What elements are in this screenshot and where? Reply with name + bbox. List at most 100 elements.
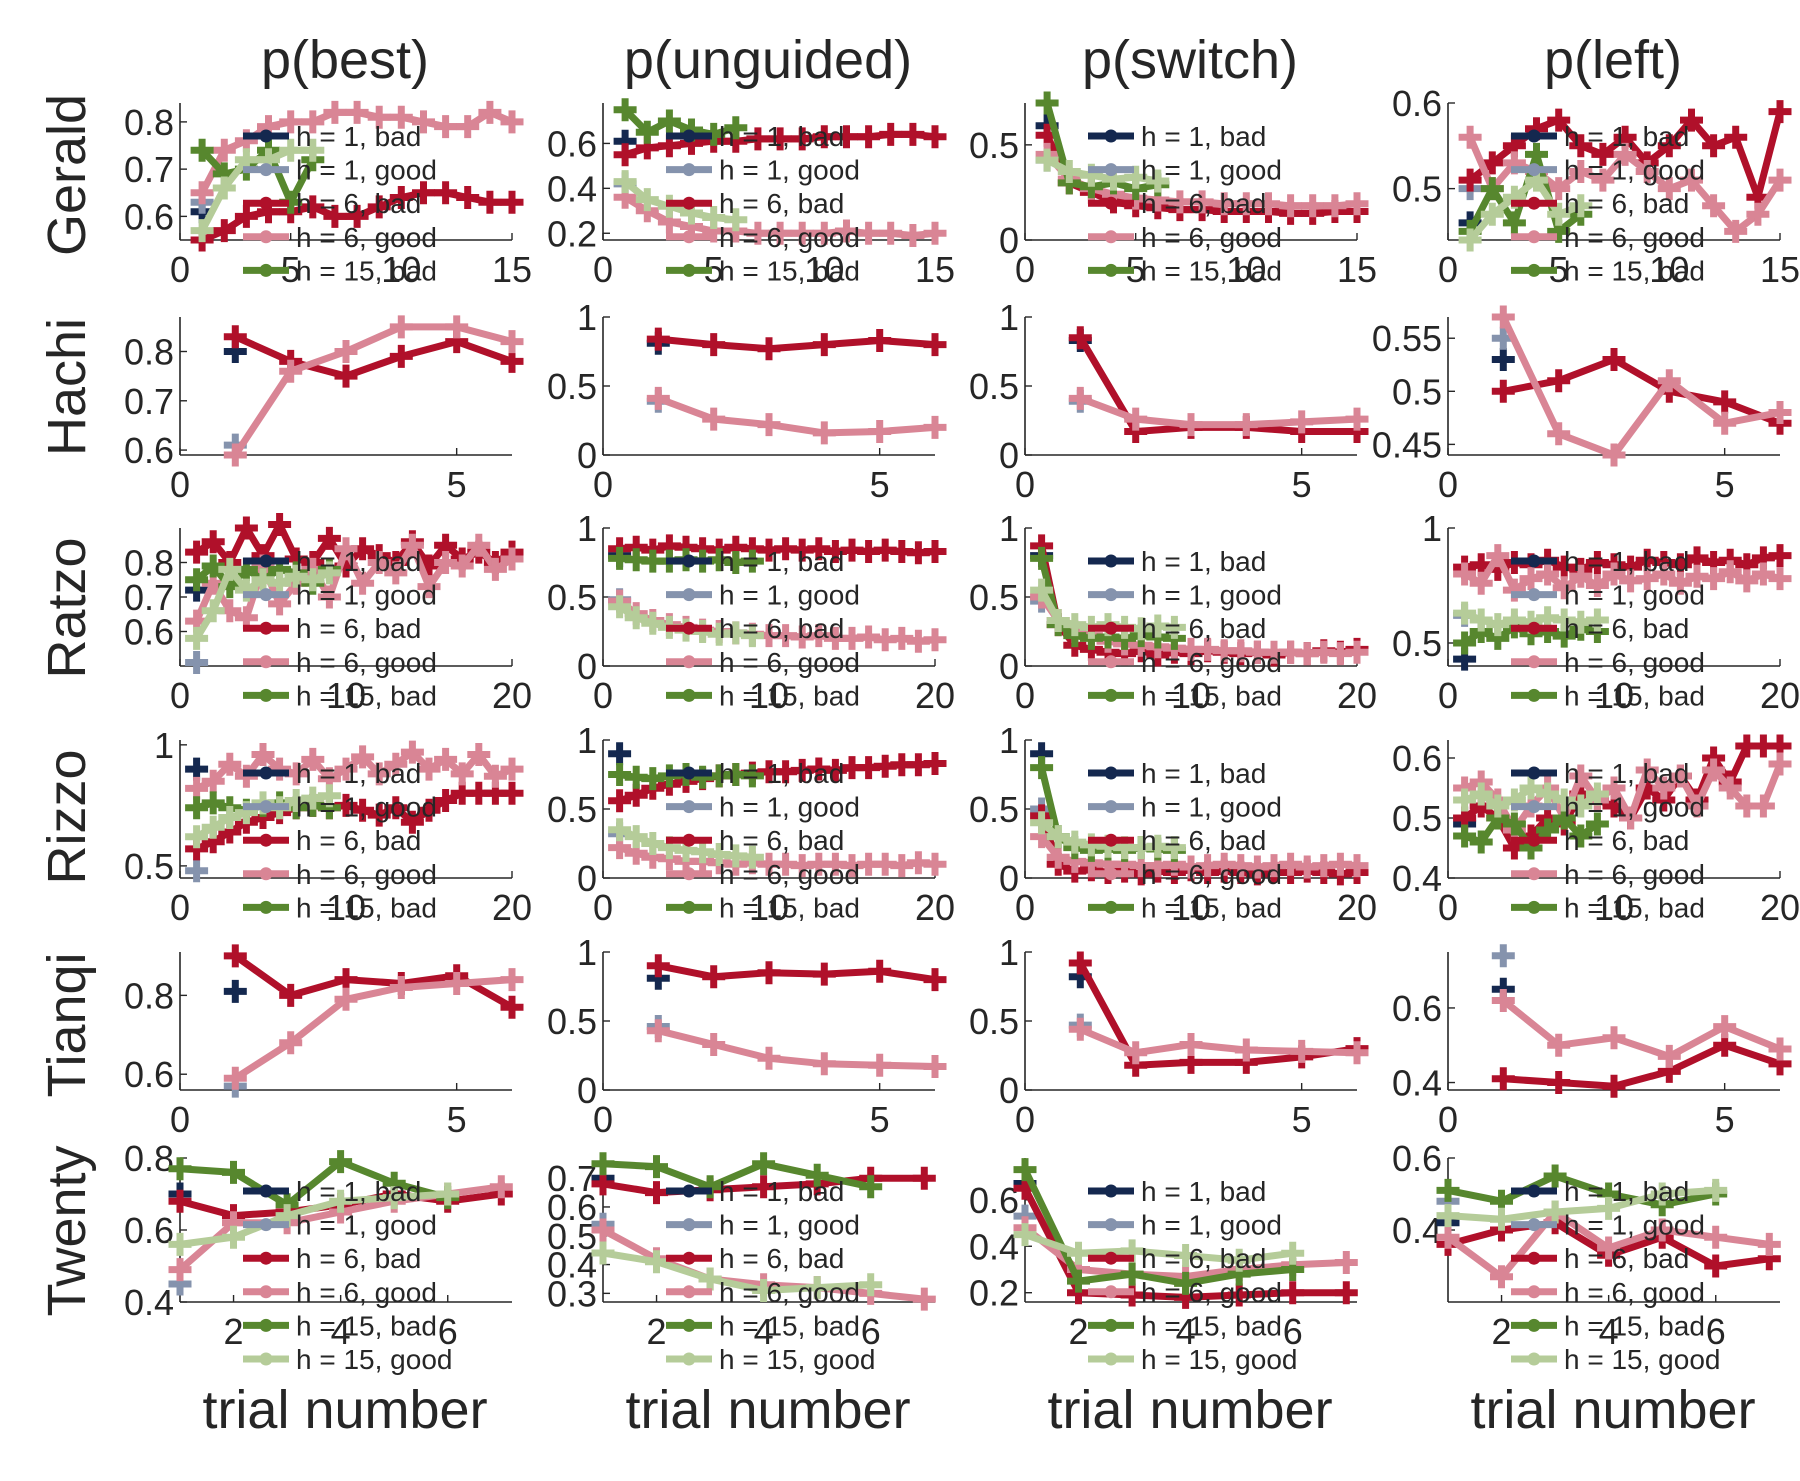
legend-label: h = 1, good <box>719 1210 860 1241</box>
data-point-h15-bad <box>1547 219 1571 243</box>
x-axis-labels: trial number trial number trial number t… <box>202 1380 1755 1440</box>
data-point-h6-bad <box>790 127 814 151</box>
x-tick-label: 5 <box>1715 464 1735 505</box>
data-point-h6-good <box>450 554 474 578</box>
legend-label: h = 6, bad <box>719 188 844 219</box>
data-point-h6-bad <box>646 954 670 978</box>
data-point-h6-good <box>1680 168 1703 192</box>
legend-label: h = 1, good <box>1564 580 1705 611</box>
subplot: 0 0.5 1 0 5 <box>547 297 947 505</box>
data-point-h6-bad <box>500 781 524 805</box>
x-tick-label: 0 <box>1438 1099 1458 1140</box>
y-tick-label: 0.5 <box>547 1001 597 1042</box>
legend-marker <box>682 1352 696 1366</box>
data-point-h6-good <box>450 762 474 786</box>
data-point-h6-bad <box>757 961 781 985</box>
legend-entry: h = 1, bad <box>1088 758 1266 789</box>
data-point-h15-good <box>1035 148 1059 172</box>
legend-marker <box>259 588 273 602</box>
data-point-h6-good <box>334 340 358 363</box>
y-tick-label: 0.6 <box>124 430 174 471</box>
data-point-h6-bad <box>624 783 648 807</box>
legend-marker <box>259 688 273 702</box>
y-tick-label: 0.7 <box>547 1158 597 1199</box>
legend-marker <box>1104 867 1118 881</box>
data-point-h6-good <box>351 571 375 595</box>
legend-marker <box>1104 1251 1118 1265</box>
data-point-h15-bad <box>657 109 681 133</box>
data-point-h6-good <box>1345 1041 1369 1065</box>
data-point-h15-good <box>1030 811 1054 835</box>
x-tick-label: 0 <box>1015 1099 1035 1140</box>
data-point-h15-good <box>317 561 341 585</box>
x-tick-label: 15 <box>915 249 955 290</box>
data-point-h15-good <box>1162 615 1186 639</box>
x-tick-label: 6 <box>1706 1311 1726 1352</box>
legend-entry: h = 6, good <box>1088 1277 1282 1308</box>
x-tick-label: 20 <box>1337 887 1377 928</box>
data-point-h6-bad <box>608 789 632 813</box>
data-point-h6-good <box>467 743 491 766</box>
data-point-h6-bad <box>1657 134 1681 158</box>
legend-label: h = 6, bad <box>1141 188 1266 219</box>
data-point-h15-bad <box>635 120 659 144</box>
x-tick-label: 5 <box>447 464 467 505</box>
x-tick-label: 5 <box>704 249 724 290</box>
data-point-h15-good <box>702 206 726 229</box>
data-point-h6-bad <box>1685 546 1709 570</box>
data-point-h6-bad <box>367 195 391 219</box>
data-point-h15-bad <box>1525 142 1548 166</box>
legend-label: h = 6, good <box>719 647 860 678</box>
data-point-h15-good <box>613 170 637 194</box>
y-tick-label: 0 <box>577 858 597 899</box>
row-label: Twenty <box>37 1145 97 1316</box>
data-point-h15-good <box>740 624 764 648</box>
legend-marker <box>682 621 696 635</box>
subplot: 0 0.5 1 0 5 <box>969 297 1369 505</box>
data-point-h6-bad <box>434 533 458 557</box>
x-tick-label: 0 <box>170 1099 190 1140</box>
series-line-h6-good <box>654 1027 939 1070</box>
legend-entry: h = 15, bad <box>666 680 860 711</box>
x-tick-label: 20 <box>1337 675 1377 716</box>
data-point-h15-good <box>1569 794 1593 818</box>
legend-marker <box>259 196 273 210</box>
data-point-h6-good <box>1469 571 1493 595</box>
legend-entry: h = 1, bad <box>1511 121 1689 152</box>
legend-marker <box>259 263 273 277</box>
data-point-h6-bad <box>1491 1067 1515 1091</box>
data-point-h15-good <box>645 1250 668 1274</box>
legend-label: h = 6, bad <box>719 613 844 644</box>
x-tick-label: 4 <box>754 1311 774 1352</box>
data-point-h6-good <box>251 743 275 766</box>
data-point-h6-bad <box>434 789 458 812</box>
legend-marker <box>259 163 273 177</box>
data-point-h15-bad <box>740 549 764 573</box>
x-tick-label: 0 <box>1015 887 1035 928</box>
legend-entry: h = 1, good <box>1088 580 1282 611</box>
y-tick-label: 0.5 <box>547 366 597 407</box>
data-point-h6-good <box>1547 177 1571 201</box>
y-tick-label: 1 <box>1422 508 1442 549</box>
data-point-h6-bad <box>1613 125 1637 149</box>
legend-entry: h = 1, bad <box>243 121 421 152</box>
data-point-h6-good <box>1068 386 1092 410</box>
legend-marker <box>259 766 273 780</box>
data-point-h6-good <box>1552 576 1576 600</box>
legend-entry: h = 1, bad <box>1511 1176 1689 1207</box>
y-tick-label: 0.6 <box>547 1187 597 1228</box>
x-tick-label: 5 <box>870 1099 890 1140</box>
data-point-h6-good <box>1124 407 1148 431</box>
data-point-h6-good <box>1652 776 1676 800</box>
legend-entry: h = 6, bad <box>1511 825 1689 856</box>
row-label: Rizzo <box>37 749 97 884</box>
data-point-h15-good <box>1536 782 1560 806</box>
y-tick-label: 0.4 <box>124 1282 174 1323</box>
data-point-h15-good <box>1162 836 1186 860</box>
data-point-h6-good <box>812 421 836 445</box>
data-point-h6-bad <box>1680 108 1703 132</box>
data-point-h15-good <box>1146 169 1170 193</box>
data-point-h6-good <box>1301 194 1325 218</box>
y-tick-label: 0.5 <box>1392 623 1442 664</box>
